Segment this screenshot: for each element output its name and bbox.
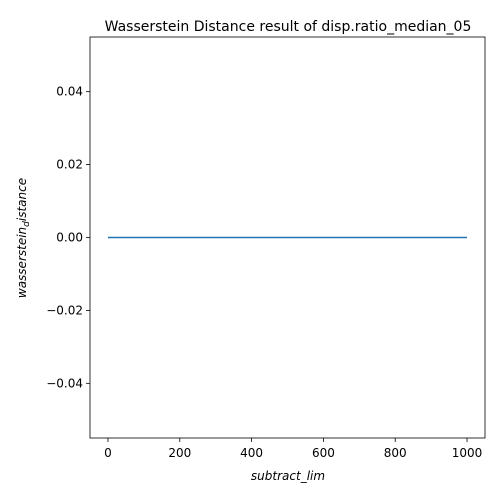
y-tick-label: 0.04 xyxy=(56,85,83,99)
x-tick-label: 0 xyxy=(104,446,112,460)
y-tick-label: 0.02 xyxy=(56,158,83,172)
x-axis: 0 200 400 600 800 1000 xyxy=(104,438,482,460)
x-axis-label: subtract_lim xyxy=(251,469,325,483)
x-tick-label: 600 xyxy=(312,446,335,460)
x-tick-label: 800 xyxy=(384,446,407,460)
x-tick-label: 400 xyxy=(240,446,263,460)
chart-title: Wasserstein Distance result of disp.rati… xyxy=(105,19,472,35)
y-axis-label: wassersteindistance xyxy=(15,178,32,298)
x-tick-label: 200 xyxy=(168,446,191,460)
y-tick-label: 0.00 xyxy=(56,231,83,245)
y-tick-label: −0.02 xyxy=(46,303,83,317)
y-axis: −0.04 −0.02 0.00 0.02 0.04 xyxy=(46,85,90,390)
y-axis-label-main: wasserstein xyxy=(15,227,29,298)
x-tick-label: 1000 xyxy=(452,446,483,460)
y-axis-label-subscript: d xyxy=(22,221,32,227)
y-axis-label-rest: istance xyxy=(15,178,29,221)
y-tick-label: −0.04 xyxy=(46,376,83,390)
